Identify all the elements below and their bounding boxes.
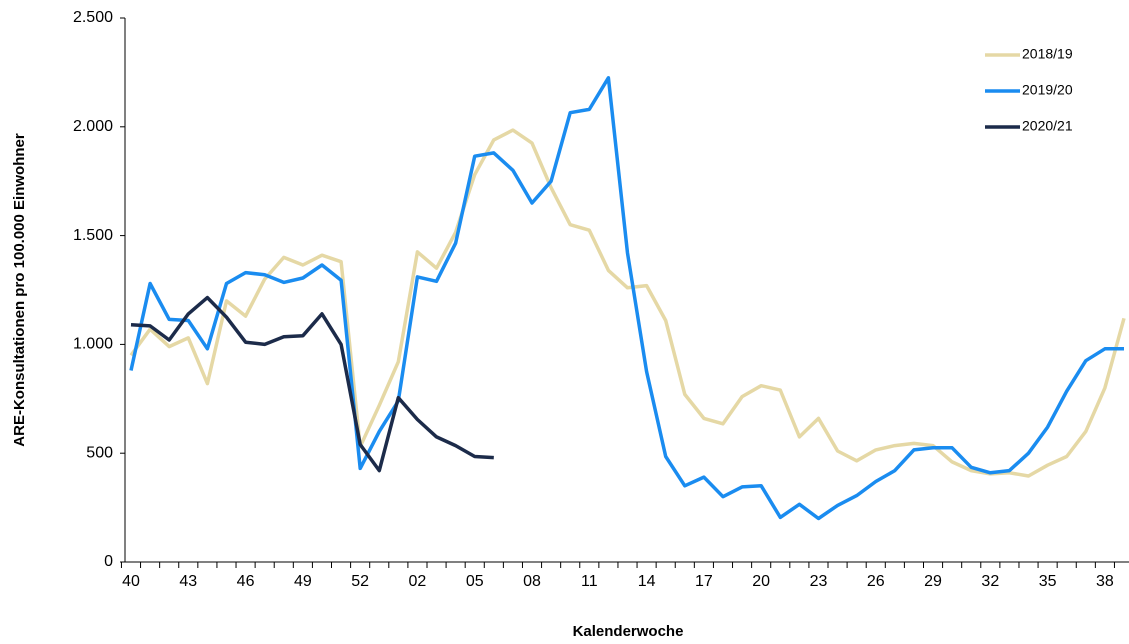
series-line [130,295,494,473]
x-tick-label: 35 [1039,573,1057,590]
x-axis-title: Kalenderwoche [573,623,684,640]
x-tick-label: 43 [179,573,197,590]
legend-label: 2018/19 [1022,46,1073,62]
y-tick-label: 500 [86,444,113,461]
x-tick-label: 20 [752,573,770,590]
x-tick-label: 26 [867,573,885,590]
x-tick-label: 52 [351,573,369,590]
x-tick-label: 40 [122,573,140,590]
x-tick-label: 46 [237,573,255,590]
x-tick-label: 14 [638,573,656,590]
y-tick-label: 1.000 [73,336,113,353]
x-tick-label: 32 [981,573,999,590]
series-line [129,76,1124,521]
x-tick-label: 02 [409,573,427,590]
legend-label: 2019/20 [1022,82,1073,98]
legend-label: 2020/21 [1022,118,1073,134]
y-tick-label: 1.500 [73,227,113,244]
x-tick-label: 11 [581,573,598,590]
x-tick-label: 38 [1096,573,1114,590]
x-tick-label: 49 [294,573,312,590]
y-tick-label: 0 [104,553,113,570]
y-tick-label: 2.000 [73,118,113,135]
x-tick-label: 23 [810,573,828,590]
y-tick-label: 2.500 [73,9,113,26]
x-tick-label: 08 [523,573,541,590]
x-tick-label: 17 [695,573,713,590]
x-tick-label: 05 [466,573,484,590]
series-line [129,128,1126,478]
y-axis-title: ARE-Konsultationen pro 100.000 Einwohner [11,133,28,447]
x-tick-label: 29 [924,573,942,590]
